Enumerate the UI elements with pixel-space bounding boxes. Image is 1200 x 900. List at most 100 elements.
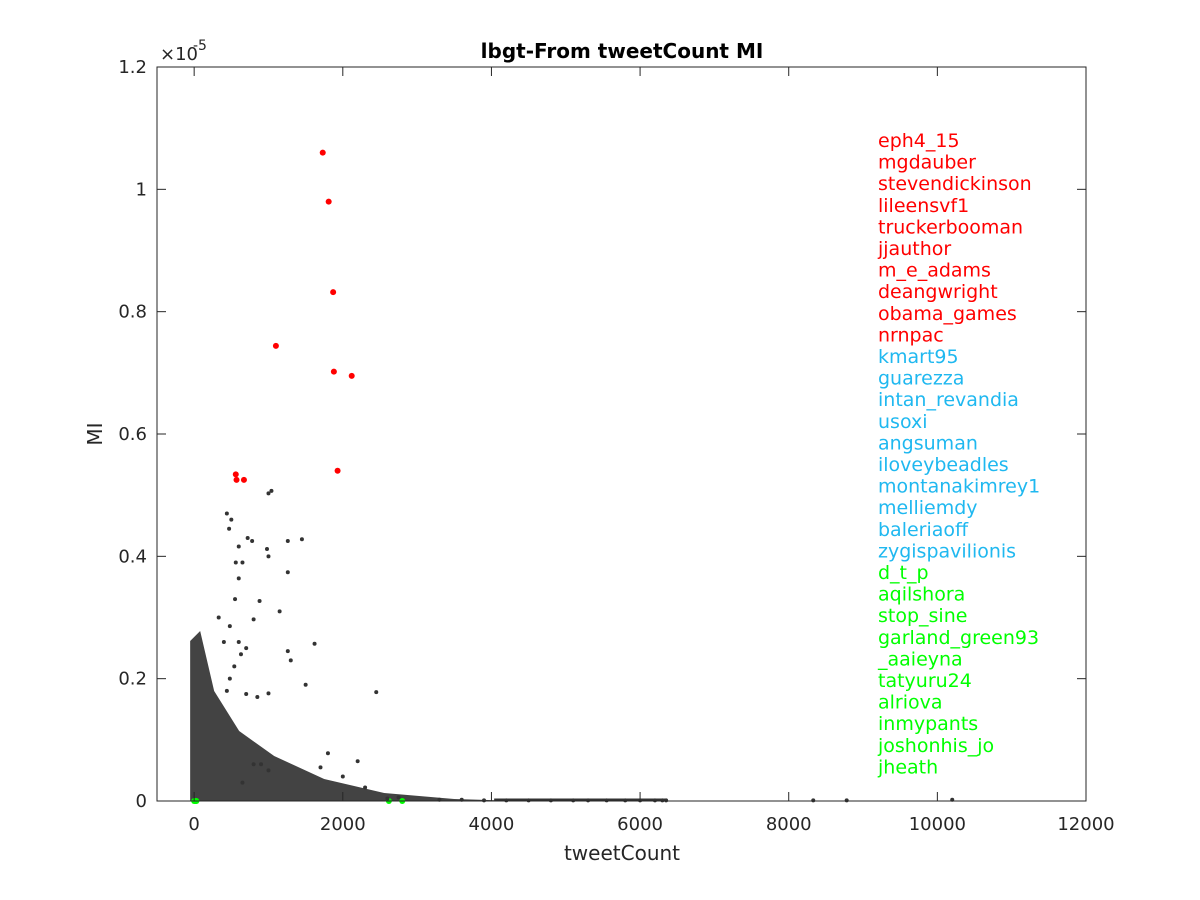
data-point-top — [330, 368, 337, 375]
data-point-other — [257, 598, 262, 603]
data-point-other — [266, 691, 271, 696]
data-point-other — [385, 796, 390, 801]
data-point-other — [312, 641, 317, 646]
y-tick-label: 1 — [136, 179, 147, 200]
annotation-top: jjauthor — [877, 238, 951, 260]
data-point-other — [318, 765, 323, 770]
x-tick-label: 4000 — [469, 814, 515, 835]
data-point-other — [374, 690, 379, 695]
data-point-other — [259, 762, 264, 767]
data-point-other — [285, 539, 290, 544]
annotation-top: stevendickinson — [878, 173, 1032, 195]
annotation-top: mgdauber — [878, 152, 976, 174]
data-point-other — [236, 639, 241, 644]
data-point-other — [504, 798, 509, 803]
annotation-mid: iloveybeadles — [878, 454, 1009, 476]
annotation-bottom: stop_sine — [878, 605, 967, 627]
data-point-other — [221, 639, 226, 644]
y-exponent-power: -5 — [193, 38, 207, 54]
data-point-other — [340, 774, 345, 779]
data-point-other — [236, 576, 241, 581]
data-point-other — [216, 615, 221, 620]
data-point-other — [250, 539, 255, 544]
data-point-other — [224, 688, 229, 693]
annotation-bottom: alriova — [878, 692, 943, 714]
annotation-bottom: garland_green93 — [878, 627, 1039, 649]
data-point-other — [251, 762, 256, 767]
data-point-top — [334, 467, 341, 474]
data-point-other — [844, 798, 849, 803]
annotation-top: nrnpac — [878, 324, 944, 346]
data-point-other — [266, 554, 271, 559]
chart-title: lbgt-From tweetCount MI — [481, 39, 764, 63]
data-point-other — [396, 795, 401, 800]
data-point-other — [548, 798, 553, 803]
x-tick-label: 10000 — [909, 814, 966, 835]
annotation-top: m_e_adams — [878, 260, 991, 282]
data-point-top — [272, 342, 279, 349]
data-point-other — [227, 676, 232, 681]
data-point-other — [269, 488, 274, 493]
data-point-other — [224, 511, 229, 516]
data-point-other — [526, 798, 531, 803]
data-point-other — [227, 624, 232, 629]
annotation-bottom: inmypants — [878, 713, 978, 735]
data-point-other — [229, 517, 234, 522]
data-point-other — [571, 798, 576, 803]
annotation-bottom: _aaieyna — [877, 648, 963, 670]
annotation-top: eph4_15 — [878, 130, 960, 152]
y-tick-label: 1.2 — [118, 57, 147, 78]
data-point-top — [240, 476, 247, 483]
data-point-other — [303, 682, 308, 687]
x-tick-label: 2000 — [320, 814, 366, 835]
data-point-top — [330, 289, 337, 296]
data-point-other — [285, 649, 290, 654]
data-point-other — [233, 597, 238, 602]
annotation-mid: melliemdy — [878, 497, 978, 519]
x-axis-label: tweetCount — [564, 841, 680, 865]
annotation-bottom: jheath — [877, 756, 938, 778]
annotation-bottom: d_t_p — [878, 562, 929, 584]
y-tick-label: 0.4 — [118, 546, 147, 567]
data-point-other — [245, 535, 250, 540]
data-point-other — [664, 798, 669, 803]
data-point-other — [240, 560, 245, 565]
y-axis-label: MI — [83, 422, 107, 445]
data-point-other — [363, 785, 368, 790]
data-point-other — [232, 664, 237, 669]
data-point-other — [251, 617, 256, 622]
y-exponent-base: ×10 — [160, 44, 198, 65]
data-point-other — [325, 751, 330, 756]
annotation-bottom: tatyuru24 — [878, 670, 972, 692]
data-point-top — [232, 471, 239, 478]
data-point-other — [238, 652, 243, 657]
data-point-other — [586, 798, 591, 803]
data-point-other — [285, 570, 290, 575]
y-tick-label: 0.6 — [118, 424, 147, 445]
x-tick-label: 12000 — [1057, 814, 1114, 835]
data-point-other — [482, 798, 487, 803]
annotation-bottom: joshonhis_jo — [877, 735, 994, 757]
annotation-mid: usoxi — [878, 411, 928, 433]
data-point-other — [604, 798, 609, 803]
y-tick-label: 0 — [136, 791, 147, 812]
x-tick-label: 0 — [188, 814, 199, 835]
y-tick-label: 0.2 — [118, 669, 147, 690]
data-point-other — [233, 560, 238, 565]
data-point-other — [244, 691, 249, 696]
annotation-bottom: aqilshora — [878, 584, 965, 606]
data-point-other — [266, 491, 271, 496]
data-point-other — [244, 646, 249, 651]
data-point-other — [811, 798, 816, 803]
data-point-top — [348, 372, 355, 379]
y-tick-label: 0.8 — [118, 302, 147, 323]
annotation-mid: kmart95 — [878, 346, 959, 368]
data-point-other — [355, 759, 360, 764]
x-tick-label: 6000 — [617, 814, 663, 835]
data-point-other — [240, 780, 245, 785]
data-point-other — [288, 658, 293, 663]
data-point-other — [623, 798, 628, 803]
data-point-top — [233, 476, 240, 483]
dense-point-cluster — [190, 631, 667, 802]
